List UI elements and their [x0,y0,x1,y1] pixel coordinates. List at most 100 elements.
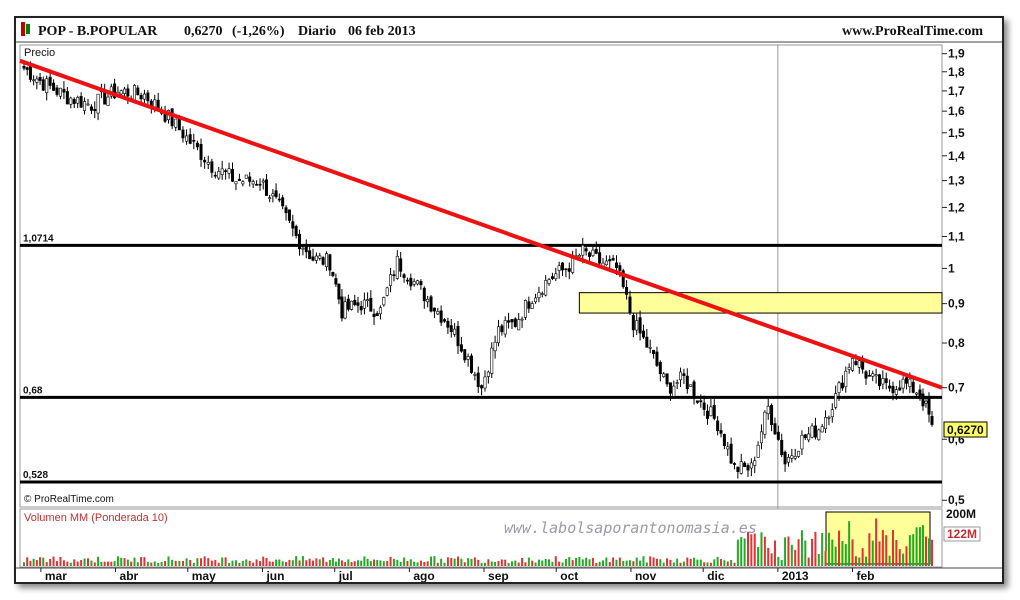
volume-bar [35,560,38,566]
candle-body [231,169,235,182]
candle-body [45,78,49,93]
volume-bar [45,562,48,566]
candle-body [884,378,888,383]
volume-bar [347,559,350,566]
candle-body [291,221,295,229]
candle-body [382,297,386,306]
volume-bar [720,559,723,566]
candle-body [621,270,625,288]
volume-bar [366,558,369,566]
volume-bar [490,561,493,566]
candle-body [334,278,338,285]
candle-body [827,417,831,419]
candle-body [719,430,723,434]
candle-body [783,451,787,465]
candle-body [298,233,302,250]
volume-bar [382,561,385,566]
volume-bar [255,559,258,566]
candle-body [483,376,487,389]
y-tick-label-11: 0,8 [948,336,965,350]
volume-bar [615,559,618,566]
candle-body [635,320,639,331]
candle-body [608,259,612,262]
candle-body [604,260,608,266]
candle-body [217,170,221,179]
volume-bar [723,560,726,566]
volume-bar [62,560,65,566]
volume-bar [245,559,248,566]
candle-body [35,78,39,83]
volume-bar [477,559,480,566]
month-label-7: oct [560,569,578,582]
candle-body [210,161,214,173]
volume-label: Volumen MM (Ponderada 10) [24,512,168,524]
volume-bar [527,557,530,566]
volume-bar [356,560,359,566]
volume-bar [340,560,343,566]
volume-bar [281,561,284,566]
candle-body [517,319,521,331]
candle-body [48,76,52,86]
volume-bar [895,539,898,566]
month-label-3: jun [265,569,284,582]
volume-bar [763,536,766,566]
volume-bar [373,559,376,566]
volume-bar [891,529,894,566]
candle-body [628,296,632,313]
volume-bar [666,558,669,566]
volume-bar [278,559,281,566]
candle-body [652,349,656,355]
volume-bar [164,561,167,566]
volume-bar [252,562,255,566]
candle-logo-icon [21,22,25,36]
y-tick-label-6: 1,3 [948,174,965,188]
candle-body [709,406,713,417]
volume-bar [868,533,871,566]
candle-body [395,255,399,279]
candle-body [106,96,110,106]
volume-bar [106,561,109,566]
candle-body [544,280,548,296]
volume-bar [875,518,878,566]
candle-body [695,400,699,403]
volume-bar [436,562,439,566]
volume-bar [726,561,729,566]
volume-bar [192,562,195,566]
month-label-6: sep [488,569,509,582]
header-bar: POP - B.POPULAR 0,6270 (-1,26%) Diario 0… [21,22,983,39]
volume-bar [93,562,96,566]
candle-body [224,170,228,172]
volume-bar [328,560,331,566]
volume-bar [689,558,692,566]
volume-bar [440,558,443,566]
watermark-text: www.labolsaporantonomasia.es [504,519,757,537]
candle-body [402,274,406,278]
volume-bar [841,541,844,566]
volume-bar [97,556,100,566]
volume-bar [228,562,231,566]
volume-bar [625,560,628,566]
volume-bar [760,532,763,566]
candle-body [520,318,524,321]
y-tick-label-9: 1 [948,261,955,275]
candle-body [466,356,470,360]
candle-body [41,79,45,91]
candle-body [891,385,895,394]
volume-bar [265,557,268,566]
volume-bar [854,556,857,566]
candle-body [840,382,844,389]
volume-bar [773,540,776,566]
candle-body [786,457,790,463]
volume-bar [90,560,93,566]
month-label-4: jul [338,569,353,582]
y-tick-label-12: 0,7 [948,381,965,395]
volume-bar [924,536,927,566]
volume-bar [524,562,527,566]
last-price-tag: 0,6270 [947,423,984,437]
candle-body [346,298,350,310]
candle-body [915,392,919,395]
volume-bar [325,561,328,566]
candle-body [648,347,652,349]
candle-body [550,276,554,279]
volume-bar [363,556,366,566]
